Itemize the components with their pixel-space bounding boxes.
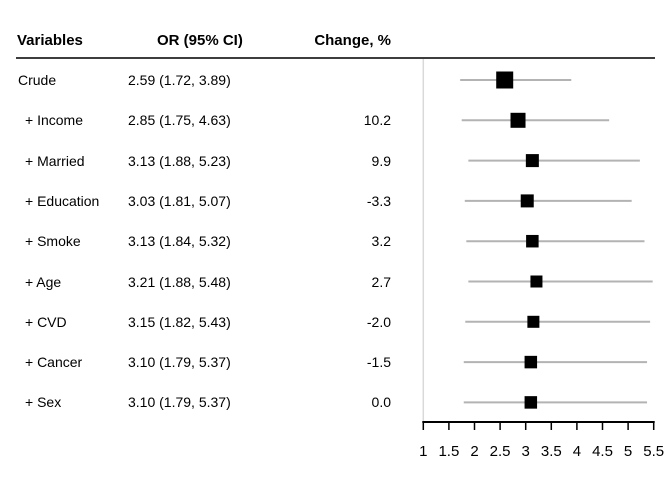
- x-axis-tick-label: 3.5: [541, 443, 562, 460]
- change-value: 3.2: [371, 233, 391, 250]
- change-value: -1.5: [366, 354, 391, 371]
- x-axis-tick-label: 3: [522, 443, 530, 460]
- or-ci-value: 3.03 (1.81, 5.07): [128, 192, 231, 209]
- or-box: [530, 275, 543, 288]
- change-value: 0.0: [371, 394, 391, 411]
- change-value: 10.2: [363, 112, 391, 129]
- or-box: [524, 396, 538, 409]
- x-axis-tick-label: 1.5: [438, 443, 459, 460]
- table-row: + Cancer 3.10 (1.79, 5.37) -1.5: [0, 342, 420, 382]
- or-ci-value: 2.85 (1.75, 4.63): [128, 112, 231, 129]
- or-box: [527, 315, 540, 328]
- change-value: -2.0: [366, 313, 391, 330]
- or-box: [496, 71, 514, 89]
- change-value: -3.3: [366, 192, 391, 209]
- x-axis-tick-label: 5.5: [643, 443, 664, 460]
- change-value: 2.7: [371, 273, 391, 290]
- or-ci-value: 3.13 (1.84, 5.32): [128, 233, 231, 250]
- x-axis-tick-label: 1: [419, 443, 427, 460]
- table-row: + Age 3.21 (1.88, 5.48) 2.7: [0, 262, 420, 302]
- or-ci-value: 2.59 (1.72, 3.89): [128, 72, 231, 88]
- variable-label: + Income: [25, 112, 83, 129]
- or-box: [525, 154, 539, 168]
- table-row: + Education 3.03 (1.81, 5.07) -3.3: [0, 181, 420, 221]
- or-ci-value: 3.13 (1.88, 5.23): [128, 152, 231, 169]
- x-axis-tick-label: 2: [470, 443, 478, 460]
- or-ci-value: 3.10 (1.79, 5.37): [128, 354, 231, 371]
- x-axis-tick-label: 2.5: [490, 443, 511, 460]
- or-box: [520, 194, 534, 208]
- variable-label: + Married: [25, 152, 85, 169]
- x-axis-tick-label: 5: [624, 443, 632, 460]
- variable-label: + Education: [25, 192, 100, 209]
- table-row: + Married 3.13 (1.88, 5.23) 9.9: [0, 141, 420, 181]
- or-box: [510, 112, 526, 128]
- variable-label: Crude: [18, 72, 57, 88]
- column-header-or-ci: OR (95% CI): [157, 32, 243, 49]
- column-header-change: Change, %: [314, 32, 391, 49]
- table-row: + CVD 3.15 (1.82, 5.43) -2.0: [0, 302, 420, 342]
- or-ci-value: 3.21 (1.88, 5.48): [128, 273, 231, 290]
- table-row: + Smoke 3.13 (1.84, 5.32) 3.2: [0, 221, 420, 261]
- or-box: [526, 234, 539, 248]
- or-ci-value: 3.10 (1.79, 5.37): [128, 394, 231, 411]
- variable-label: + Sex: [25, 394, 62, 411]
- column-header-variables: Variables: [17, 32, 83, 49]
- or-box: [524, 355, 538, 369]
- variable-label: + Age: [25, 273, 62, 290]
- table-row: Crude 2.59 (1.72, 3.89): [0, 60, 420, 100]
- or-ci-value: 3.15 (1.82, 5.43): [128, 313, 231, 330]
- variable-label: + Smoke: [25, 233, 81, 250]
- x-axis-tick-label: 4.5: [592, 443, 613, 460]
- variable-label: + CVD: [25, 313, 67, 330]
- table-row: + Sex 3.10 (1.79, 5.37) 0.0: [0, 382, 420, 422]
- x-axis-tick-label: 4: [573, 443, 581, 460]
- header-divider: [16, 57, 655, 59]
- change-value: 9.9: [371, 152, 391, 169]
- variable-label: + Cancer: [25, 354, 83, 371]
- table-row: + Income 2.85 (1.75, 4.63) 10.2: [0, 100, 420, 140]
